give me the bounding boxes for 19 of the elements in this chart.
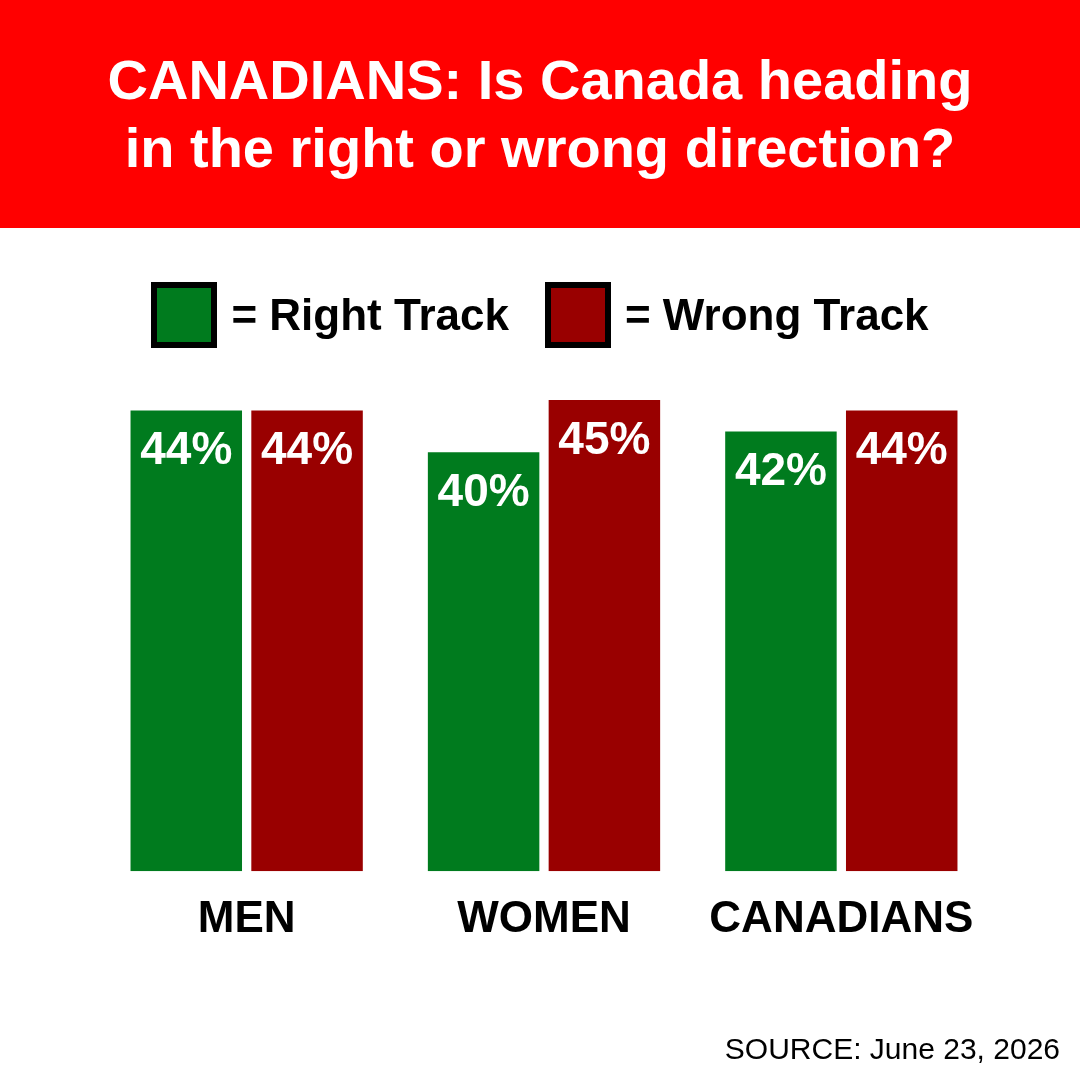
bar <box>130 410 243 872</box>
x-tick-label: CANADIANS <box>709 891 974 941</box>
data-label: 40% <box>437 464 530 517</box>
chart-title: CANADIANS: Is Canada heading in the right or wrong direction? <box>106 47 974 181</box>
data-label: 42% <box>734 443 827 496</box>
data-label: 44% <box>855 422 948 475</box>
source-note: SOURCE: June 23, 2026 <box>724 1032 1060 1066</box>
bar <box>845 410 958 872</box>
bar <box>427 452 540 872</box>
legend-label: = Right Track <box>231 290 509 340</box>
data-label: 44% <box>261 422 354 475</box>
x-tick-label: WOMEN <box>457 891 631 941</box>
bar <box>548 400 661 872</box>
bar <box>251 410 363 872</box>
data-label: 45% <box>558 411 651 464</box>
data-label: 44% <box>140 422 233 475</box>
bar <box>725 431 837 872</box>
series-label: = Wrong Track <box>624 290 929 340</box>
x-tick-label: MEN <box>197 891 296 941</box>
